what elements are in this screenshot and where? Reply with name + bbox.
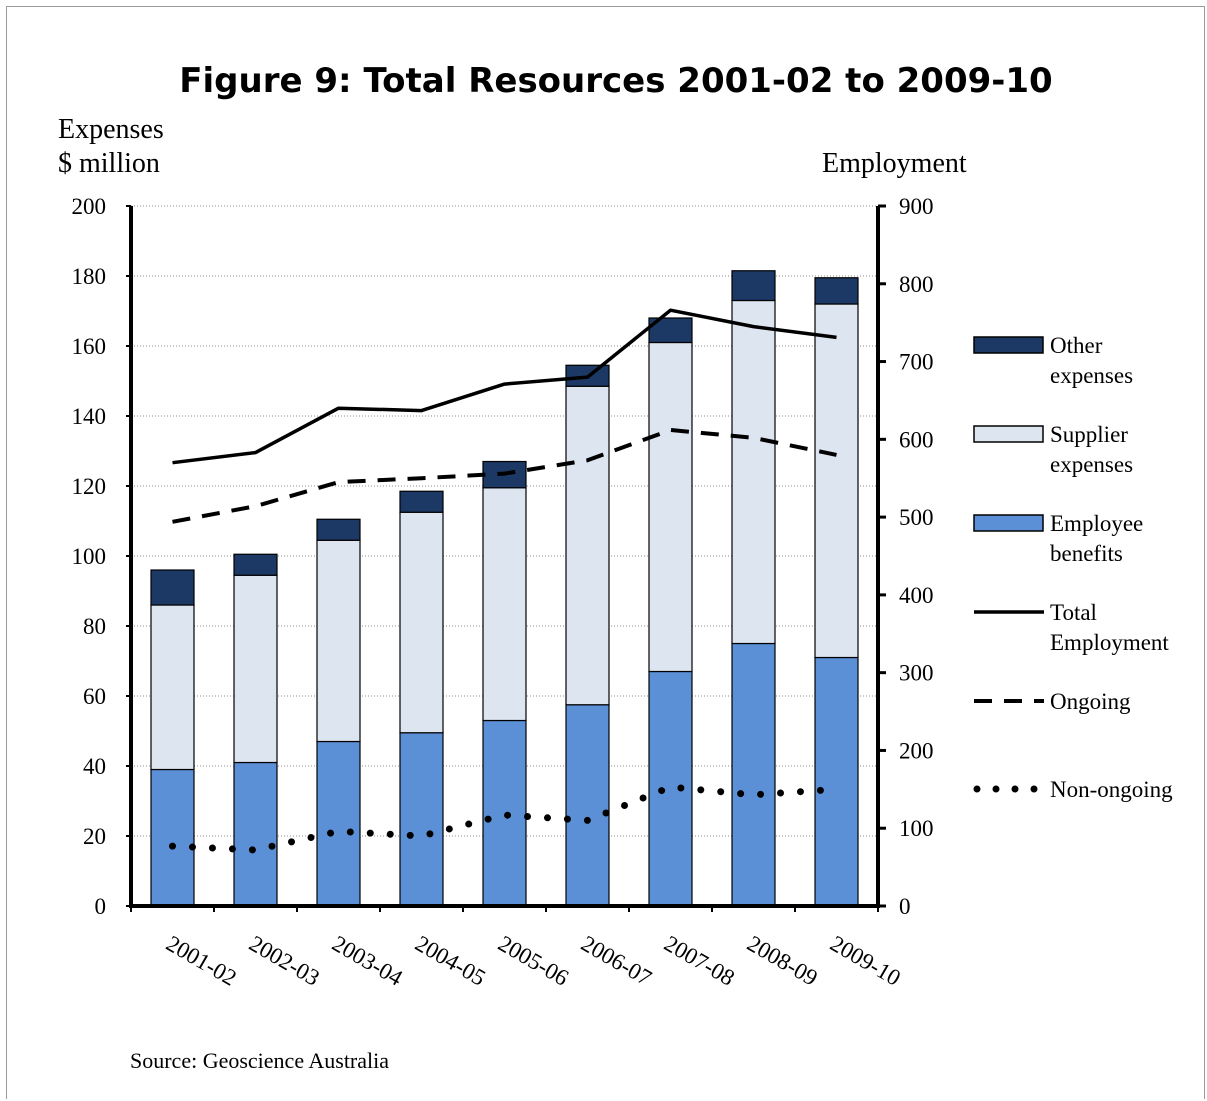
left-tick-label-20: 20	[83, 824, 106, 849]
legend-label-0-0: Other	[1050, 333, 1103, 358]
x-tick-label-2003-04: 2003-04	[328, 931, 407, 991]
legend-item-ongoing: Ongoing	[974, 689, 1131, 714]
x-tick-label-2001-02: 2001-02	[162, 931, 241, 991]
x-tick-label-2005-06: 2005-06	[494, 931, 573, 991]
bar-supplier-expenses-2005-06	[482, 487, 527, 722]
x-tick-label-2009-10: 2009-10	[826, 931, 905, 991]
left-tick-label-200: 200	[72, 194, 107, 219]
bar-supplier-expenses-2009-10	[814, 303, 859, 659]
legend-label-2-0: Employee	[1050, 511, 1143, 536]
bar-other-expenses-2009-10	[814, 277, 859, 305]
legend-label-1-1: expenses	[1050, 452, 1133, 477]
left-axis-title-line2: $ million	[58, 148, 160, 179]
left-tick-label-100: 100	[72, 544, 107, 569]
bar-supplier-expenses-2006-07	[565, 385, 610, 706]
left-tick-label-80: 80	[83, 614, 106, 639]
bar-supplier-expenses-2001-02	[150, 604, 195, 771]
legend-label-0-1: expenses	[1050, 363, 1133, 388]
left-tick-label-120: 120	[72, 474, 107, 499]
left-tick-label-60: 60	[83, 684, 106, 709]
bar-supplier-expenses-2003-04	[316, 539, 361, 743]
right-tick-label-700: 700	[899, 350, 934, 375]
right-tick-label-0: 0	[899, 894, 911, 919]
legend: Other expenses Supplier expenses Employee ben…	[973, 333, 1173, 802]
left-tick-label-140: 140	[72, 404, 107, 429]
bars-group	[150, 270, 859, 907]
right-tick-label-300: 300	[899, 661, 934, 686]
line-non-ongoing	[169, 783, 840, 854]
left-tick-label-40: 40	[83, 754, 106, 779]
legend-label-4-0: Ongoing	[1050, 689, 1131, 714]
legend-swatch-2	[973, 514, 1044, 532]
x-tick-label-2004-05: 2004-05	[411, 931, 490, 991]
line-ongoing	[172, 428, 837, 524]
bar-other-expenses-2003-04	[316, 518, 361, 541]
bar-employee-benefits-2004-05	[399, 732, 444, 907]
chart-frame	[6, 6, 1205, 1099]
bar-employee-benefits-2001-02	[150, 768, 195, 907]
legend-label-3-1: Employment	[1050, 630, 1169, 655]
x-tick-label-2007-08: 2007-08	[660, 931, 739, 991]
bar-other-expenses-2001-02	[150, 569, 195, 606]
x-tick-labels: 2001-02 2002-03 2003-04 2004-05 2005-06 2006-…	[162, 931, 905, 991]
left-tick-labels: 0 20 40 60 80 100 120 140 160 180 200	[72, 194, 107, 919]
legend-label-5-0: Non-ongoing	[1050, 777, 1173, 802]
bar-supplier-expenses-2008-09	[731, 299, 776, 645]
bar-other-expenses-2002-03	[233, 553, 278, 576]
left-tick-label-0: 0	[95, 894, 107, 919]
right-tick-label-500: 500	[899, 505, 934, 530]
x-tick-label-2002-03: 2002-03	[245, 931, 324, 991]
left-tick-label-180: 180	[72, 264, 107, 289]
x-tick-label-2006-07: 2006-07	[577, 931, 656, 991]
source-note: Source: Geoscience Australia	[130, 1048, 389, 1073]
right-tick-labels: 0 100 200 300 400 500 600 700 800 900	[899, 194, 934, 919]
right-tick-label-800: 800	[899, 272, 934, 297]
right-tick-label-600: 600	[899, 427, 934, 452]
legend-item-total-employment: Total Employment	[974, 600, 1169, 655]
right-tick-label-100: 100	[899, 816, 934, 841]
bar-employee-benefits-2007-08	[648, 670, 693, 907]
bar-employee-benefits-2008-09	[731, 642, 776, 907]
bar-employee-benefits-2002-03	[233, 761, 278, 907]
chart-title: Figure 9: Total Resources 2001-02 to 200…	[179, 61, 1052, 101]
legend-swatch-1	[973, 425, 1044, 443]
legend-label-2-1: benefits	[1050, 541, 1123, 566]
bar-employee-benefits-2005-06	[482, 719, 527, 907]
right-tick-label-900: 900	[899, 194, 934, 219]
x-tick-label-2008-09: 2008-09	[743, 931, 822, 991]
left-axis-title-line1: Expenses	[58, 114, 164, 145]
lines-group	[169, 308, 840, 854]
bar-supplier-expenses-2007-08	[648, 341, 693, 673]
legend-swatch-0	[973, 336, 1044, 354]
legend-item-other-expenses: Other expenses	[973, 333, 1133, 388]
bar-employee-benefits-2006-07	[565, 704, 610, 907]
legend-label-1-0: Supplier	[1050, 422, 1128, 447]
bar-other-expenses-2008-09	[731, 270, 776, 302]
bar-employee-benefits-2009-10	[814, 656, 859, 907]
right-axis-title: Employment	[822, 148, 967, 179]
right-tick-label-400: 400	[899, 583, 934, 608]
bar-supplier-expenses-2002-03	[233, 574, 278, 764]
axes-group	[126, 204, 886, 912]
left-tick-label-160: 160	[72, 334, 107, 359]
bar-employee-benefits-2003-04	[316, 740, 361, 907]
bar-supplier-expenses-2004-05	[399, 511, 444, 734]
line-total-employment	[172, 308, 837, 465]
right-tick-label-200: 200	[899, 738, 934, 763]
legend-item-employee-benefits: Employee benefits	[973, 511, 1143, 566]
legend-item-supplier-expenses: Supplier expenses	[973, 422, 1133, 477]
legend-item-non-ongoing: Non-ongoing	[973, 777, 1173, 802]
legend-label-3-0: Total	[1050, 600, 1097, 625]
bar-other-expenses-2004-05	[399, 490, 444, 513]
